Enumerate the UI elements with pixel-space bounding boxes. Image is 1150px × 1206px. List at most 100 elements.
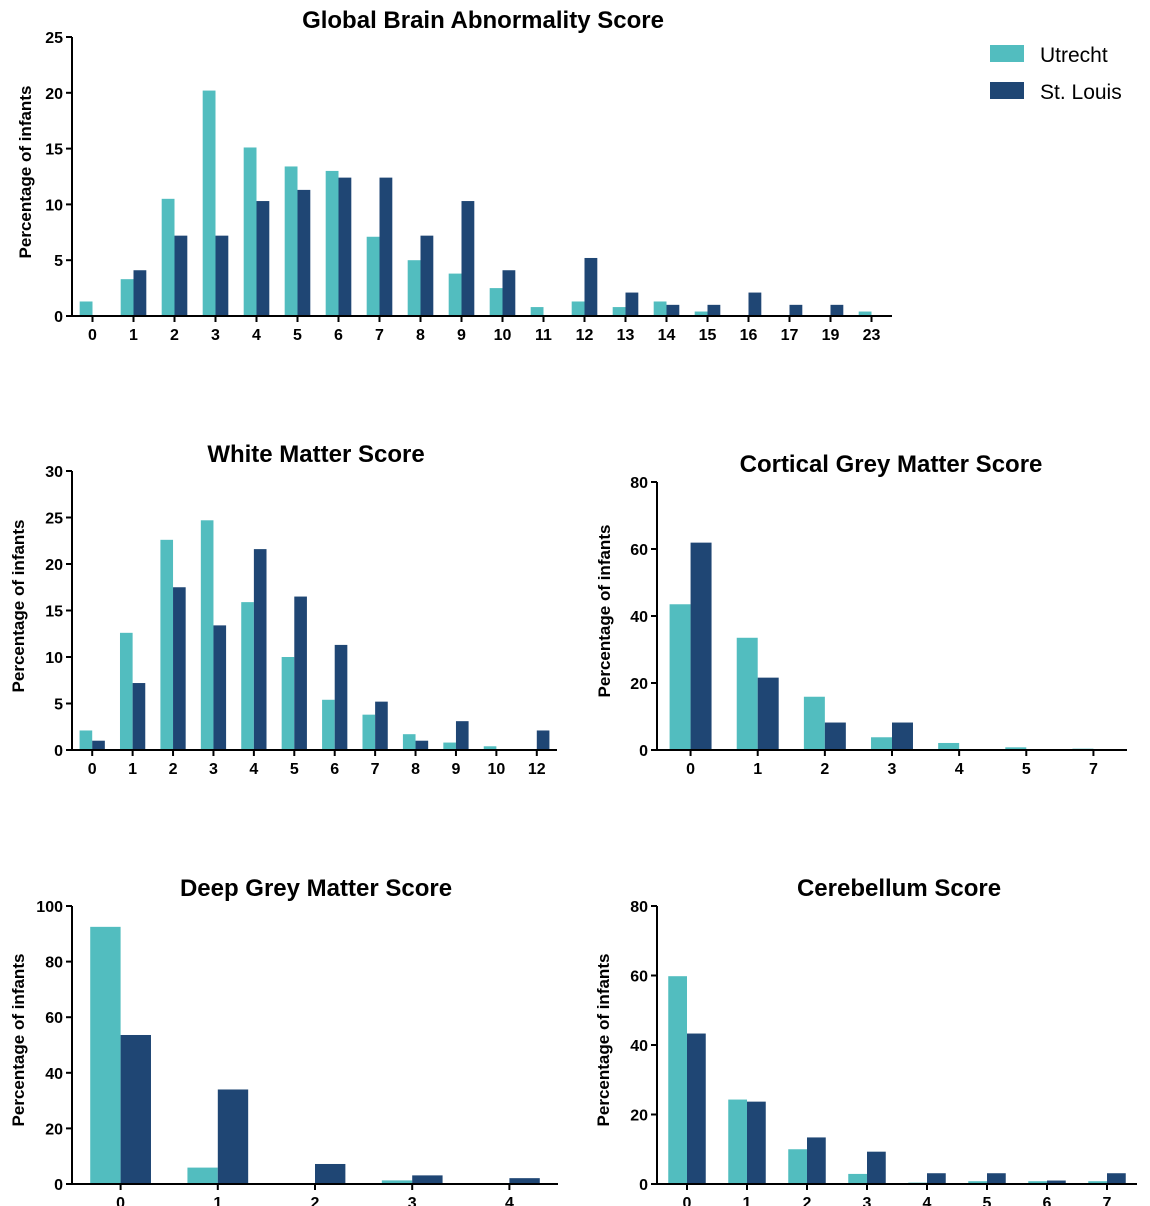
x-tick-label: 0	[88, 327, 97, 344]
bar-stlouis-6	[334, 644, 348, 750]
x-tick-label: 14	[658, 327, 676, 344]
y-tick-label: 10	[45, 197, 63, 214]
y-tick-label: 60	[45, 1010, 63, 1027]
y-tick-label: 40	[630, 1038, 648, 1055]
bar-utrecht-5	[281, 657, 295, 750]
bar-utrecht-4	[241, 602, 254, 750]
bar-utrecht-23	[858, 311, 872, 316]
y-tick-label: 20	[630, 1108, 648, 1125]
bar-utrecht-0	[90, 926, 121, 1184]
legend-swatch-utrecht	[990, 45, 1024, 62]
x-tick-label: 3	[408, 1195, 417, 1206]
bar-utrecht-1	[119, 632, 133, 750]
bar-utrecht-10	[483, 746, 497, 750]
y-axis-label: Percentage of infants	[595, 525, 614, 698]
bar-utrecht-0	[669, 604, 691, 750]
x-tick-label: 4	[923, 1195, 932, 1206]
y-tick-label: 20	[630, 676, 648, 693]
bar-utrecht-10	[489, 288, 503, 316]
y-tick-label: 60	[630, 542, 648, 559]
y-axis-label: Percentage of infants	[9, 954, 28, 1127]
y-tick-label: 0	[54, 309, 63, 326]
x-tick-label: 2	[169, 761, 178, 778]
x-tick-label: 12	[528, 761, 546, 778]
y-tick-label: 80	[630, 475, 648, 492]
x-tick-label: 7	[375, 327, 384, 344]
bar-stlouis-2	[174, 235, 188, 316]
bar-utrecht-2	[803, 696, 825, 750]
x-tick-label: 0	[116, 1195, 125, 1206]
x-tick-label: 5	[1022, 761, 1031, 778]
bar-stlouis-6	[1047, 1180, 1066, 1184]
y-tick-label: 40	[630, 609, 648, 626]
bar-stlouis-7	[379, 177, 393, 316]
bar-stlouis-0	[92, 740, 105, 750]
x-tick-label: 12	[576, 327, 594, 344]
x-tick-label: 23	[863, 327, 881, 344]
bar-utrecht-9	[443, 742, 456, 750]
y-tick-label: 100	[36, 899, 63, 916]
bar-utrecht-3	[848, 1173, 867, 1184]
bar-stlouis-1	[217, 1089, 249, 1184]
bar-stlouis-1	[133, 270, 147, 316]
y-axis-label: Percentage of infants	[594, 954, 613, 1127]
bar-stlouis-2	[807, 1137, 826, 1184]
x-tick-label: 10	[494, 327, 512, 344]
x-tick-label: 6	[330, 761, 339, 778]
bar-stlouis-2	[824, 722, 846, 750]
x-tick-label: 16	[740, 327, 758, 344]
x-tick-label: 6	[1043, 1195, 1052, 1206]
bar-utrecht-3	[871, 737, 892, 750]
bar-utrecht-12	[571, 301, 585, 316]
chart-title: Global Brain Abnormality Score	[302, 7, 664, 34]
x-tick-label: 3	[863, 1195, 872, 1206]
bar-stlouis-4	[509, 1178, 540, 1184]
bar-utrecht-1	[728, 1099, 747, 1184]
bar-stlouis-3	[892, 722, 913, 750]
chart-cerebellum: Cerebellum Score Percentage of infants 0…	[594, 875, 1137, 1206]
bar-utrecht-15	[694, 311, 708, 316]
y-tick-label: 20	[45, 86, 63, 103]
bar-utrecht-2	[161, 198, 175, 316]
y-tick-label: 60	[630, 969, 648, 986]
bar-utrecht-2	[160, 539, 174, 750]
x-tick-label: 0	[686, 761, 695, 778]
bar-stlouis-8	[420, 235, 434, 316]
bar-utrecht-3	[200, 520, 214, 750]
bar-utrecht-1	[120, 279, 134, 316]
x-tick-label: 15	[699, 327, 717, 344]
bar-utrecht-7	[1088, 1181, 1107, 1184]
bar-stlouis-1	[747, 1101, 766, 1184]
y-tick-label: 40	[45, 1066, 63, 1083]
y-axis-label: Percentage of infants	[9, 520, 28, 693]
y-tick-label: 20	[45, 1121, 63, 1138]
bar-stlouis-15	[707, 304, 721, 316]
x-tick-label: 3	[888, 761, 897, 778]
y-tick-label: 5	[54, 253, 63, 270]
chart-title: Cerebellum Score	[797, 875, 1001, 902]
y-tick-label: 80	[630, 899, 648, 916]
x-tick-label: 11	[535, 327, 552, 344]
x-tick-label: 17	[781, 327, 799, 344]
bar-utrecht-1	[187, 1167, 218, 1184]
x-tick-label: 7	[1089, 761, 1098, 778]
chart-cortical-grey-matter: Cortical Grey Matter Score Percentage of…	[595, 451, 1127, 778]
y-tick-label: 20	[45, 557, 63, 574]
x-tick-label: 10	[487, 761, 505, 778]
bar-utrecht-1	[736, 637, 758, 750]
chart-title: Deep Grey Matter Score	[180, 875, 452, 902]
bar-utrecht-13	[612, 307, 626, 316]
bar-utrecht-9	[448, 273, 462, 316]
x-tick-label: 3	[211, 327, 220, 344]
y-tick-label: 15	[45, 604, 63, 621]
bar-utrecht-7	[366, 236, 380, 316]
x-tick-label: 2	[803, 1195, 812, 1206]
x-tick-label: 5	[293, 327, 302, 344]
bar-utrecht-0	[79, 730, 93, 750]
x-tick-label: 0	[88, 761, 97, 778]
bar-utrecht-8	[402, 734, 416, 750]
bar-stlouis-3	[213, 625, 227, 750]
bar-utrecht-11	[530, 307, 544, 316]
legend-label-stlouis: St. Louis	[1040, 81, 1122, 104]
bar-stlouis-3	[867, 1151, 886, 1184]
